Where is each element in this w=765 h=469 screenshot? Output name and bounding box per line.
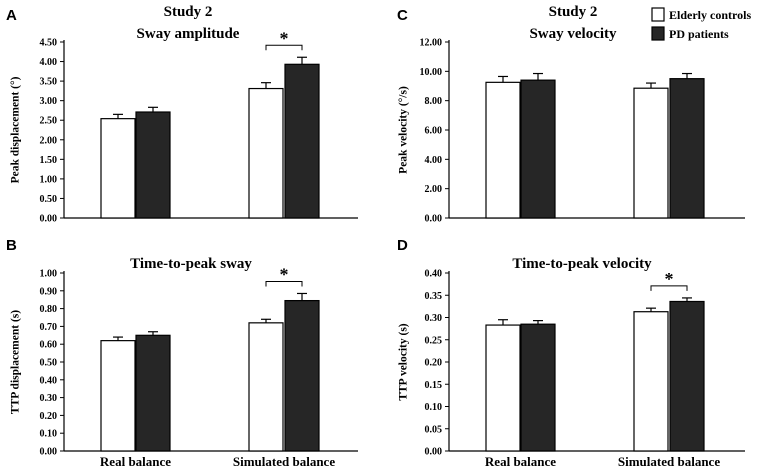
y-tick-label: 0.70 — [40, 322, 58, 333]
y-tick-label: 10.00 — [420, 67, 443, 78]
y-tick-label: 0.50 — [40, 358, 58, 369]
y-tick-label: 0.40 — [40, 375, 58, 386]
y-tick-label: 0.05 — [425, 424, 443, 435]
y-axis-label: Peak displacement (°) — [10, 76, 22, 183]
panel-letter: C — [397, 7, 408, 24]
y-tick-label: 1.00 — [40, 269, 58, 280]
significance-marker: * — [280, 28, 289, 48]
y-tick-label: 12.00 — [420, 38, 443, 49]
legend-swatch — [651, 7, 665, 22]
y-tick-label: 0.90 — [40, 286, 58, 297]
panel-c: C Study 2 Sway velocity Peak velocity (°/s)… — [397, 4, 745, 225]
legend-swatch — [651, 26, 665, 41]
y-tick-label: 2.00 — [425, 184, 443, 195]
bar-pd-patients — [284, 63, 320, 219]
bar-pd-patients — [284, 299, 320, 452]
y-tick-label: 0.10 — [40, 429, 58, 440]
y-tick-label: 0.30 — [40, 393, 58, 404]
significance-bracket — [265, 44, 303, 51]
y-tick-label: 3.50 — [40, 77, 58, 88]
y-axis-label: Peak velocity (°/s) — [398, 86, 410, 174]
x-category-label: Real balance — [485, 454, 556, 469]
panel-b: B Time-to-peak sway TTP displacement (s) 0.… — [6, 237, 358, 469]
significance-marker: * — [280, 264, 289, 284]
chart-title: Study 2 — [164, 4, 213, 20]
y-tick-label: 0.15 — [425, 380, 443, 391]
bar-elderly-controls — [248, 87, 284, 219]
panel-letter: A — [6, 7, 17, 24]
bar-pd-patients — [669, 300, 705, 452]
panel-a: A Study 2 Sway amplitude Peak displacement … — [6, 4, 358, 225]
bar-pd-patients — [520, 79, 556, 219]
y-tick-label: 4.00 — [425, 155, 443, 166]
y-tick-label: 4.00 — [40, 57, 58, 68]
panel-letter: D — [397, 237, 408, 254]
bar-elderly-controls — [485, 81, 521, 219]
y-tick-label: 0.00 — [40, 447, 58, 458]
significance-marker: * — [665, 269, 674, 289]
y-tick-label: 0.35 — [425, 291, 443, 302]
y-tick-label: 3.00 — [40, 96, 58, 107]
y-tick-label: 2.50 — [40, 116, 58, 127]
y-axis-label: TTP displacement (s) — [10, 310, 22, 414]
y-tick-label: 0.25 — [425, 335, 443, 346]
legend: Elderly controls PD patients — [651, 7, 751, 41]
chart-title: Time-to-peak sway — [130, 256, 252, 272]
bar-elderly-controls — [633, 87, 669, 219]
bar-elderly-controls — [485, 324, 521, 452]
bar-elderly-controls — [248, 322, 284, 452]
y-tick-label: 0.00 — [40, 214, 58, 225]
legend-label: Elderly controls — [669, 8, 751, 22]
bar-elderly-controls — [100, 118, 136, 219]
y-tick-label: 0.50 — [40, 194, 58, 205]
bar-elderly-controls — [633, 311, 669, 452]
bar-pd-patients — [135, 111, 171, 219]
legend-label: PD patients — [669, 27, 729, 41]
y-tick-label: 4.50 — [40, 38, 58, 49]
y-tick-label: 0.20 — [425, 358, 443, 369]
chart-title: Study 2 — [549, 4, 598, 20]
y-tick-label: 0.00 — [425, 447, 443, 458]
y-tick-label: 1.00 — [40, 174, 58, 185]
y-tick-label: 0.30 — [425, 313, 443, 324]
bar-elderly-controls — [100, 340, 136, 452]
x-category-label: Simulated balance — [233, 454, 335, 469]
y-tick-label: 1.50 — [40, 155, 58, 166]
x-category-label: Simulated balance — [618, 454, 720, 469]
chart-title: Sway amplitude — [137, 26, 240, 42]
y-axis-label: TTP velocity (s) — [398, 323, 410, 400]
bar-pd-patients — [520, 323, 556, 452]
significance-bracket — [650, 285, 688, 291]
panel-d: D Time-to-peak velocity TTP velocity (s) 0.… — [397, 237, 745, 469]
y-tick-label: 0.80 — [40, 304, 58, 315]
bar-pd-patients — [135, 334, 171, 452]
panel-letter: B — [6, 237, 17, 254]
y-tick-label: 0.40 — [425, 269, 443, 280]
chart-title: Sway velocity — [529, 26, 617, 42]
y-tick-label: 0.60 — [40, 340, 58, 351]
y-tick-label: 0.10 — [425, 402, 443, 413]
y-tick-label: 0.20 — [40, 411, 58, 422]
y-tick-label: 2.00 — [40, 135, 58, 146]
y-tick-label: 0.00 — [425, 214, 443, 225]
chart-title: Time-to-peak velocity — [512, 256, 652, 272]
y-tick-label: 8.00 — [425, 96, 443, 107]
bar-pd-patients — [669, 78, 705, 219]
y-tick-label: 6.00 — [425, 126, 443, 137]
significance-bracket — [265, 280, 303, 287]
x-category-label: Real balance — [100, 454, 171, 469]
